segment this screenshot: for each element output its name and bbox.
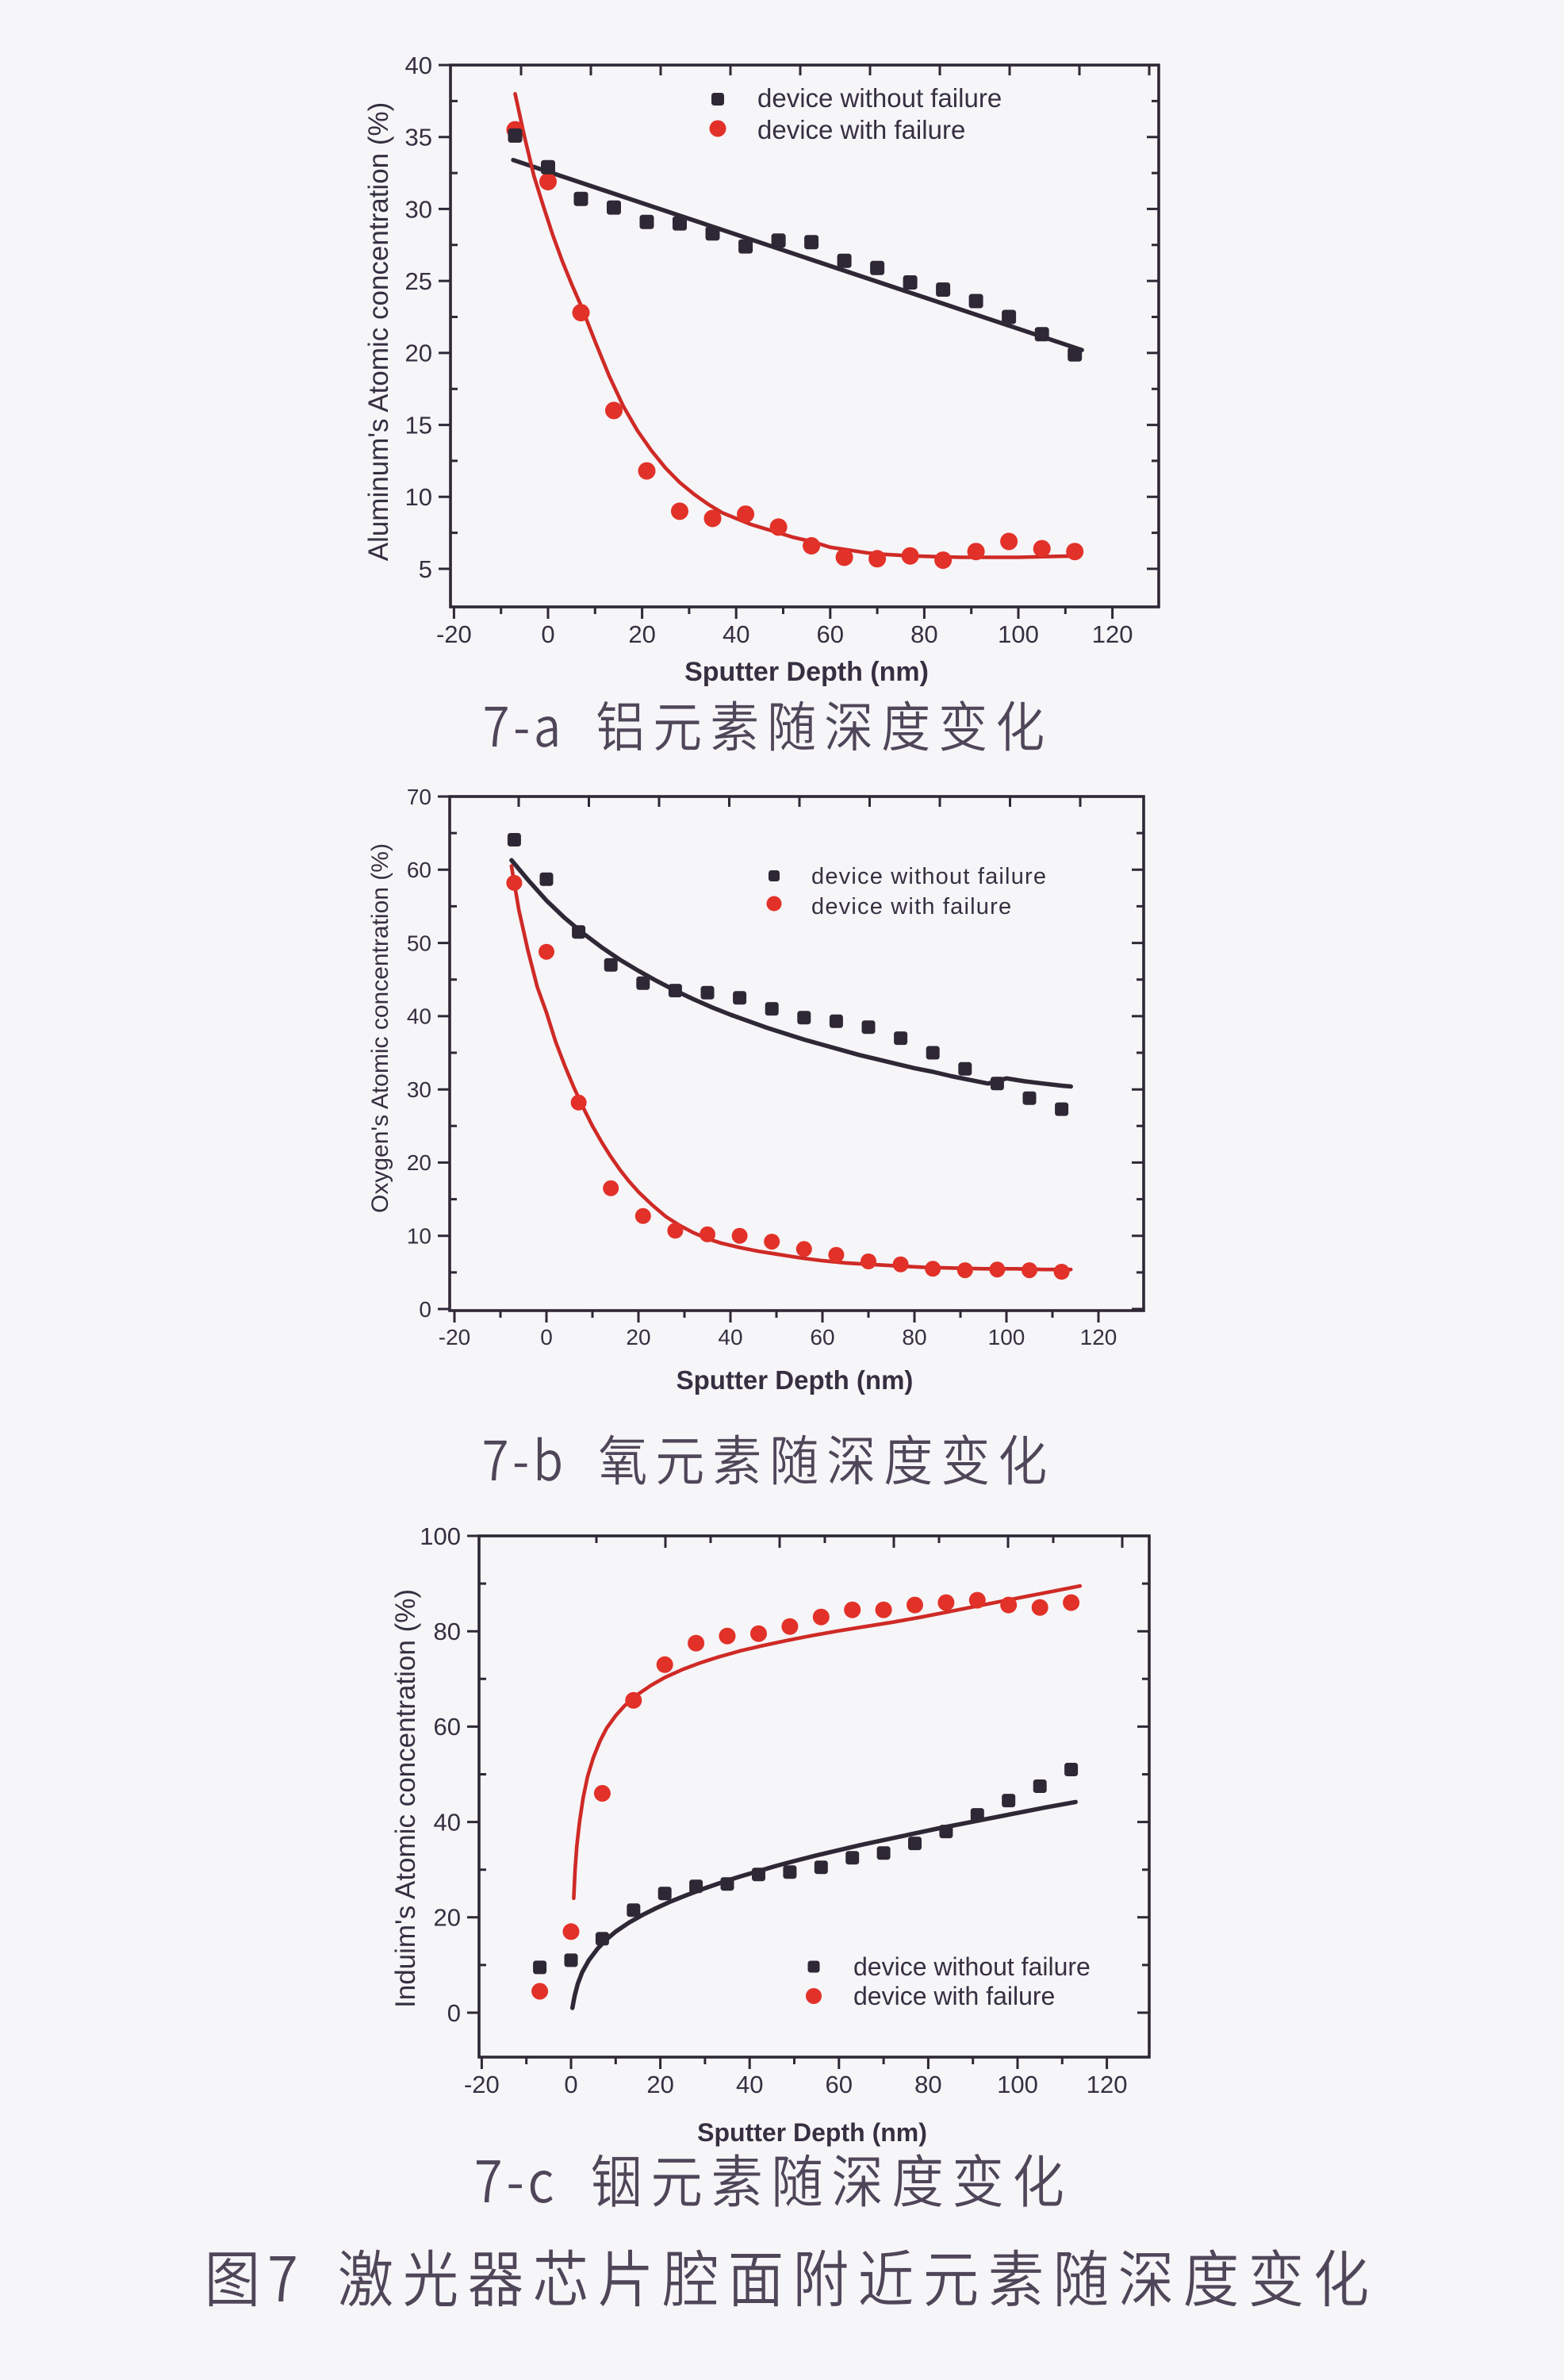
svg-text:40: 40 <box>434 1808 461 1836</box>
svg-text:0: 0 <box>419 1297 431 1322</box>
svg-text:Oxygen's Atomic concentration: Oxygen's Atomic concentration (%) <box>367 843 393 1213</box>
svg-text:60: 60 <box>434 1713 461 1741</box>
svg-text:80: 80 <box>434 1618 461 1645</box>
svg-text:60: 60 <box>826 2071 853 2098</box>
svg-text:50: 50 <box>407 931 431 955</box>
svg-text:70: 70 <box>407 785 431 809</box>
svg-text:40: 40 <box>405 52 432 79</box>
svg-text:60: 60 <box>407 858 431 882</box>
svg-text:120: 120 <box>1080 1325 1117 1349</box>
svg-text:35: 35 <box>405 124 432 152</box>
svg-text:Sputter Depth (nm): Sputter Depth (nm) <box>684 657 929 687</box>
svg-text:10: 10 <box>405 483 432 511</box>
svg-text:10: 10 <box>407 1224 431 1249</box>
svg-text:0: 0 <box>541 620 554 648</box>
svg-text:0: 0 <box>540 1325 553 1349</box>
svg-text:20: 20 <box>434 1904 461 1932</box>
svg-text:40: 40 <box>736 2071 763 2098</box>
svg-text:30: 30 <box>405 195 432 223</box>
svg-text:40: 40 <box>718 1325 742 1349</box>
svg-text:100: 100 <box>997 2071 1038 2098</box>
svg-text:device without failure: device without failure <box>811 864 1047 889</box>
svg-text:Aluminum's Atomic concentratio: Aluminum's Atomic concentration (%) <box>363 102 394 562</box>
svg-text:120: 120 <box>1092 620 1133 648</box>
svg-text:60: 60 <box>810 1325 834 1349</box>
svg-text:-20: -20 <box>439 1325 470 1349</box>
svg-text:30: 30 <box>407 1077 431 1102</box>
svg-text:80: 80 <box>910 620 937 648</box>
svg-text:Sputter Depth (nm): Sputter Depth (nm) <box>677 1365 914 1395</box>
svg-text:device with failure: device with failure <box>811 894 1012 919</box>
svg-text:100: 100 <box>988 1325 1025 1349</box>
svg-text:20: 20 <box>646 2071 673 2098</box>
svg-text:-20: -20 <box>464 2071 500 2098</box>
svg-text:20: 20 <box>628 620 655 648</box>
svg-text:20: 20 <box>626 1325 650 1349</box>
svg-text:-20: -20 <box>436 620 472 648</box>
svg-text:100: 100 <box>998 620 1039 648</box>
svg-text:device with failure: device with failure <box>757 115 965 144</box>
svg-text:20: 20 <box>405 340 432 367</box>
svg-text:80: 80 <box>914 2071 941 2098</box>
svg-text:80: 80 <box>902 1325 926 1349</box>
svg-text:25: 25 <box>405 267 432 295</box>
svg-text:Induim's Atomic concentration: Induim's Atomic concentration (%) <box>390 1589 421 2008</box>
svg-text:15: 15 <box>405 411 432 439</box>
svg-text:100: 100 <box>420 1522 461 1550</box>
svg-text:device with failure: device with failure <box>853 1982 1055 2010</box>
svg-text:0: 0 <box>564 2071 577 2098</box>
svg-text:0: 0 <box>447 1999 461 2027</box>
svg-text:40: 40 <box>407 1004 431 1029</box>
svg-text:120: 120 <box>1087 2071 1128 2098</box>
svg-text:40: 40 <box>723 620 749 648</box>
svg-text:device without failure: device without failure <box>757 83 1002 113</box>
svg-text:60: 60 <box>817 620 844 648</box>
svg-text:20: 20 <box>407 1150 431 1175</box>
svg-text:device without failure: device without failure <box>853 1952 1091 1981</box>
svg-text:Sputter Depth (nm): Sputter Depth (nm) <box>697 2118 927 2147</box>
svg-text:5: 5 <box>419 555 432 583</box>
